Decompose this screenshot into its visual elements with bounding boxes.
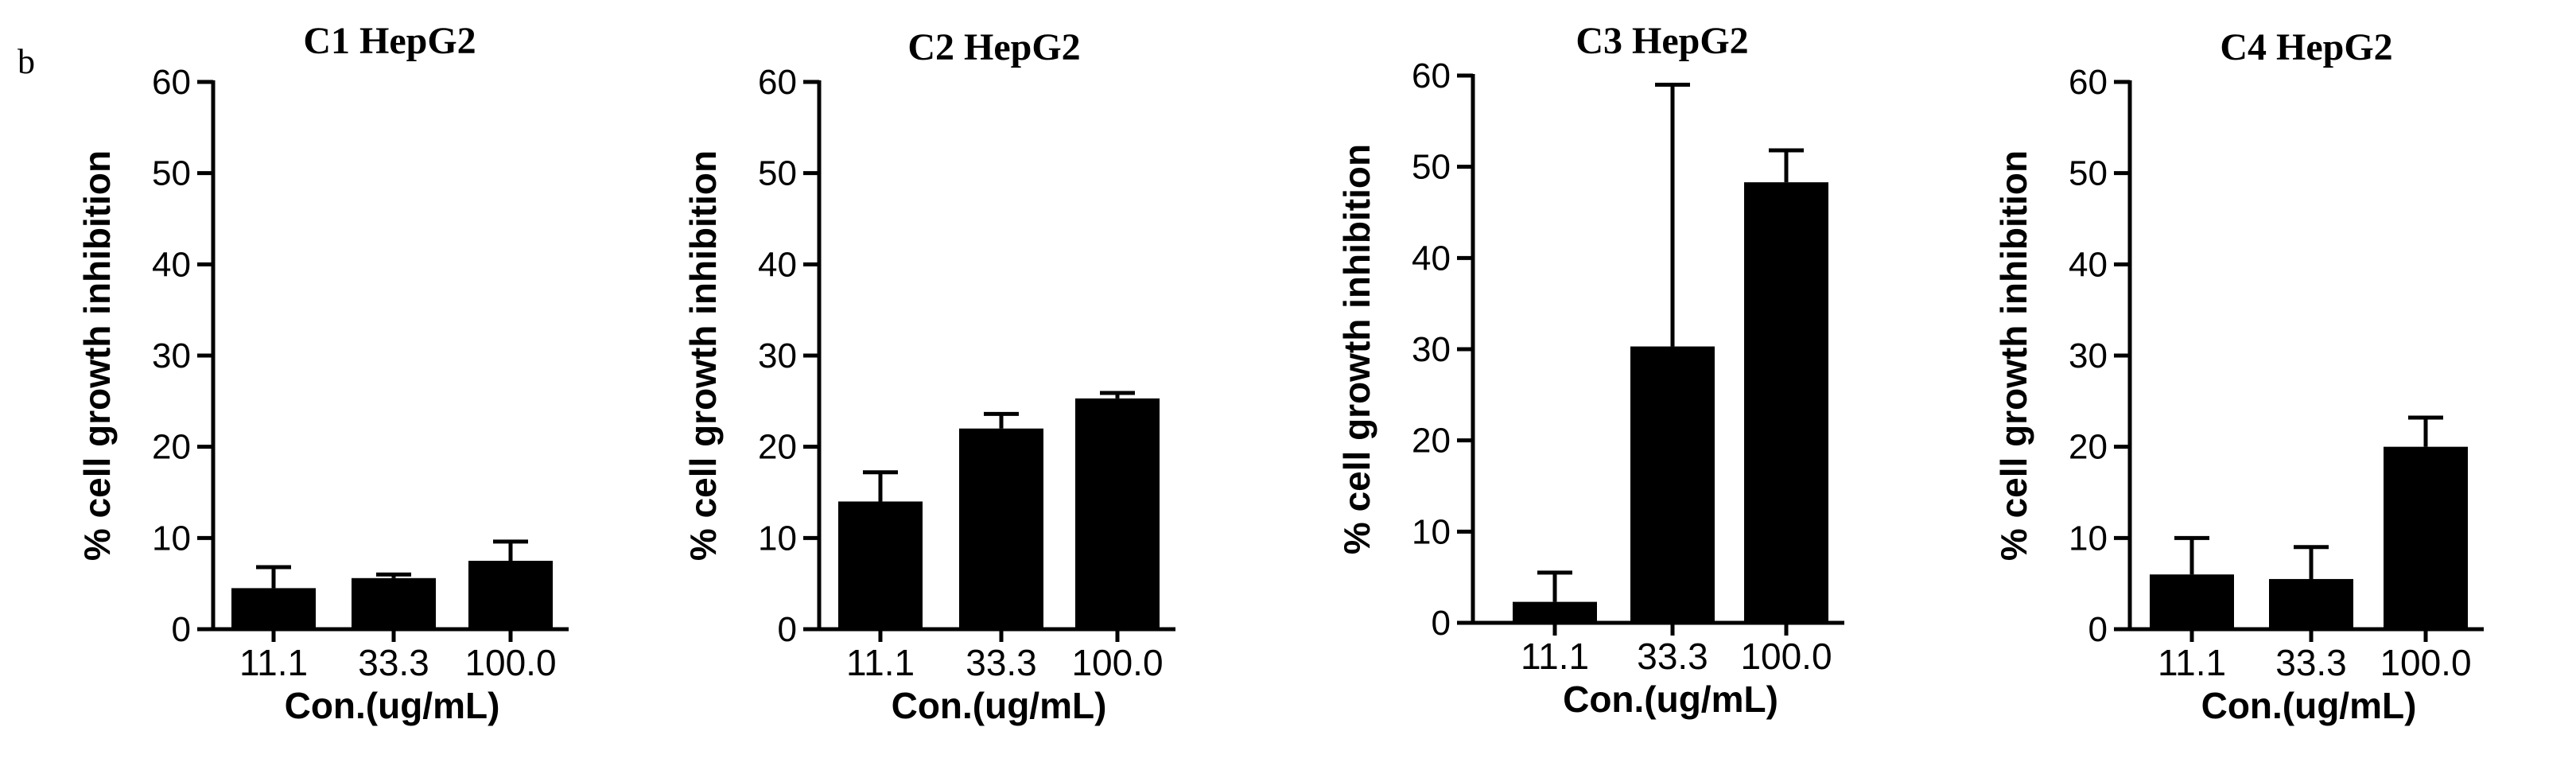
bar bbox=[2150, 574, 2234, 629]
x-tick-label: 100.0 bbox=[1071, 642, 1163, 683]
y-tick-label: 50 bbox=[152, 154, 191, 193]
y-tick-label: 20 bbox=[152, 428, 191, 467]
panel-letter: b bbox=[17, 42, 35, 81]
chart-panel-4: C4 HepG2 0 10 20 30 40 50 60 % cell growth inhib… bbox=[1993, 26, 2484, 726]
y-tick-label: 40 bbox=[2069, 245, 2108, 284]
bar bbox=[468, 561, 553, 629]
bar bbox=[2269, 578, 2353, 629]
y-tick-label: 10 bbox=[1412, 512, 1451, 551]
bar bbox=[231, 588, 316, 629]
x-tick-label: 33.3 bbox=[358, 642, 429, 683]
bar bbox=[1744, 182, 1828, 623]
x-axis-label: Con.(ug/mL) bbox=[1563, 679, 1778, 720]
x-tick-label: 11.1 bbox=[2158, 642, 2226, 683]
x-tick-label: 33.3 bbox=[966, 642, 1037, 683]
x-axis-label: Con.(ug/mL) bbox=[2201, 685, 2417, 726]
y-tick-label: 60 bbox=[2069, 63, 2108, 102]
y-tick-label: 20 bbox=[758, 428, 797, 467]
y-tick-label: 50 bbox=[2069, 154, 2108, 193]
y-tick-label: 10 bbox=[758, 519, 797, 558]
x-axis-label: Con.(ug/mL) bbox=[285, 685, 500, 726]
y-tick-label: 40 bbox=[152, 245, 191, 284]
y-tick-label: 50 bbox=[1412, 148, 1451, 187]
y-tick-label: 40 bbox=[1412, 239, 1451, 278]
bar bbox=[1630, 346, 1715, 623]
x-axis-label: Con.(ug/mL) bbox=[892, 685, 1107, 726]
y-tick-label: 60 bbox=[152, 63, 191, 102]
bar bbox=[1513, 601, 1597, 623]
x-tick-label: 33.3 bbox=[1637, 636, 1708, 677]
x-tick-label: 100.0 bbox=[464, 642, 556, 683]
x-tick-label: 100.0 bbox=[1740, 636, 1832, 677]
y-tick-label: 60 bbox=[758, 63, 797, 102]
bar bbox=[2384, 446, 2468, 629]
chart-title: C1 HepG2 bbox=[303, 20, 476, 62]
y-tick-label: 0 bbox=[2088, 610, 2108, 649]
y-tick-label: 10 bbox=[152, 519, 191, 558]
y-tick-label: 0 bbox=[778, 610, 797, 649]
x-tick-label: 11.1 bbox=[846, 642, 915, 683]
y-tick-label: 20 bbox=[2069, 428, 2108, 467]
y-tick-label: 50 bbox=[758, 154, 797, 193]
y-tick-label: 30 bbox=[152, 336, 191, 375]
x-tick-label: 11.1 bbox=[239, 642, 308, 683]
y-tick-label: 40 bbox=[758, 245, 797, 284]
chart-title: C3 HepG2 bbox=[1576, 20, 1748, 62]
chart-panel-1: C1 HepG2 0 10 20 30 40 50 60 % cell growth inhib… bbox=[76, 20, 569, 726]
y-tick-label: 30 bbox=[758, 336, 797, 375]
bar bbox=[352, 577, 436, 629]
y-axis-label: % cell growth inhibition bbox=[1336, 144, 1377, 554]
bar bbox=[1075, 398, 1160, 629]
x-tick-label: 11.1 bbox=[1521, 636, 1589, 677]
y-axis-label: % cell growth inhibition bbox=[76, 150, 118, 561]
y-tick-label: 0 bbox=[1432, 604, 1451, 643]
y-tick-label: 10 bbox=[2069, 519, 2108, 558]
bar bbox=[959, 428, 1043, 629]
bar bbox=[838, 501, 923, 629]
y-axis-label: % cell growth inhibition bbox=[682, 150, 724, 561]
y-tick-label: 30 bbox=[2069, 336, 2108, 375]
y-axis-label: % cell growth inhibition bbox=[1993, 150, 2034, 561]
y-tick-label: 60 bbox=[1412, 56, 1451, 95]
chart-panel-3: C3 HepG2 0 10 20 30 40 50 60 % cell growth inhib… bbox=[1336, 20, 1844, 720]
chart-title: C4 HepG2 bbox=[2220, 26, 2392, 68]
y-tick-label: 30 bbox=[1412, 330, 1451, 369]
y-tick-label: 20 bbox=[1412, 422, 1451, 461]
x-tick-label: 100.0 bbox=[2380, 642, 2471, 683]
y-tick-label: 0 bbox=[172, 610, 191, 649]
chart-title: C2 HepG2 bbox=[907, 26, 1080, 68]
x-tick-label: 33.3 bbox=[2275, 642, 2347, 683]
chart-panel-2: C2 HepG2 0 10 20 30 40 50 60 % cell growth inhib… bbox=[682, 26, 1175, 726]
